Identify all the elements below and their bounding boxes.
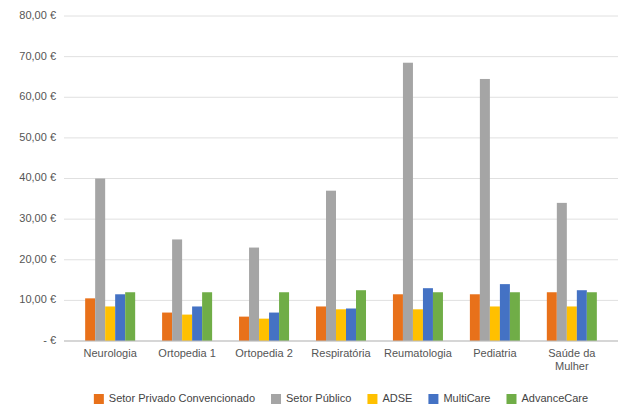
- bar: [480, 79, 490, 341]
- bar: [239, 317, 249, 341]
- bar: [172, 239, 182, 341]
- bar: [500, 284, 510, 341]
- grid-line: [64, 178, 618, 179]
- bar: [356, 290, 366, 341]
- bar: [279, 292, 289, 341]
- bar: [125, 292, 135, 341]
- bar: [105, 306, 115, 341]
- legend-label: ADSE: [382, 392, 412, 404]
- grid-line: [64, 16, 618, 17]
- y-tick-label: - €: [43, 334, 56, 346]
- y-tick-label: 80,00 €: [19, 9, 56, 21]
- legend-swatch: [94, 394, 104, 404]
- bar: [115, 294, 125, 341]
- bar: [249, 248, 259, 341]
- y-tick-label: 10,00 €: [19, 293, 56, 305]
- grid-line: [64, 341, 618, 342]
- x-tick-labels: Neurologia Ortopedia 1 Ortopedia 2 Respirat…: [84, 347, 597, 372]
- legend-swatch: [367, 394, 377, 404]
- bar: [423, 288, 433, 341]
- grid-line: [64, 219, 618, 220]
- bar: [326, 191, 336, 341]
- bar: [162, 313, 172, 341]
- x-axis-line: [64, 341, 618, 342]
- y-tick-label: 20,00 €: [19, 253, 56, 265]
- bar: [567, 306, 577, 341]
- x-tick-label: Ortopedia 2: [235, 347, 292, 359]
- x-tick-label: Pediatria: [473, 347, 517, 359]
- bar: [192, 306, 202, 341]
- legend-label: MultiCare: [443, 392, 490, 404]
- bar: [403, 63, 413, 341]
- y-tick-labels: - € 10,00 € 20,00 € 30,00 € 40,00 € 50,00 € 60…: [19, 9, 56, 346]
- x-tick-label: Respiratória: [311, 347, 371, 359]
- bar: [490, 306, 500, 341]
- x-tick-label: Neurologia: [84, 347, 138, 359]
- grid-line: [64, 259, 618, 260]
- bar: [393, 294, 403, 341]
- grid: [64, 16, 618, 341]
- bar: [510, 292, 520, 341]
- bar: [336, 309, 346, 341]
- legend: Setor Privado Convencionado Setor Público…: [94, 392, 588, 404]
- bar: [316, 306, 326, 341]
- bar: [433, 292, 443, 341]
- bar: [587, 292, 597, 341]
- bars: [85, 63, 597, 341]
- grid-line: [64, 137, 618, 138]
- bar: [547, 292, 557, 341]
- legend-label: Setor Público: [286, 392, 351, 404]
- bar: [577, 290, 587, 341]
- y-tick-label: 40,00 €: [19, 171, 56, 183]
- bar: [269, 313, 279, 341]
- bar: [413, 309, 423, 341]
- bar: [95, 179, 105, 342]
- grid-line: [64, 56, 618, 57]
- x-tick-label: Saúde daMulher: [548, 347, 596, 372]
- bar: [202, 292, 212, 341]
- legend-swatch: [428, 394, 438, 404]
- x-tick-label: Reumatologia: [384, 347, 453, 359]
- bar: [259, 319, 269, 341]
- legend-label: Setor Privado Convencionado: [109, 392, 255, 404]
- bar: [85, 298, 95, 341]
- legend-swatch: [271, 394, 281, 404]
- chart: - € 10,00 € 20,00 € 30,00 € 40,00 € 50,00 € 60…: [0, 0, 632, 419]
- legend-swatch: [506, 394, 516, 404]
- y-tick-label: 70,00 €: [19, 50, 56, 62]
- bar: [557, 203, 567, 341]
- y-tick-label: 60,00 €: [19, 90, 56, 102]
- grid-line: [64, 300, 618, 301]
- y-tick-label: 50,00 €: [19, 131, 56, 143]
- bar: [470, 294, 480, 341]
- x-tick-label: Ortopedia 1: [158, 347, 215, 359]
- bar: [346, 309, 356, 342]
- bar: [182, 315, 192, 341]
- legend-label: AdvanceCare: [521, 392, 588, 404]
- y-tick-label: 30,00 €: [19, 212, 56, 224]
- grid-line: [64, 97, 618, 98]
